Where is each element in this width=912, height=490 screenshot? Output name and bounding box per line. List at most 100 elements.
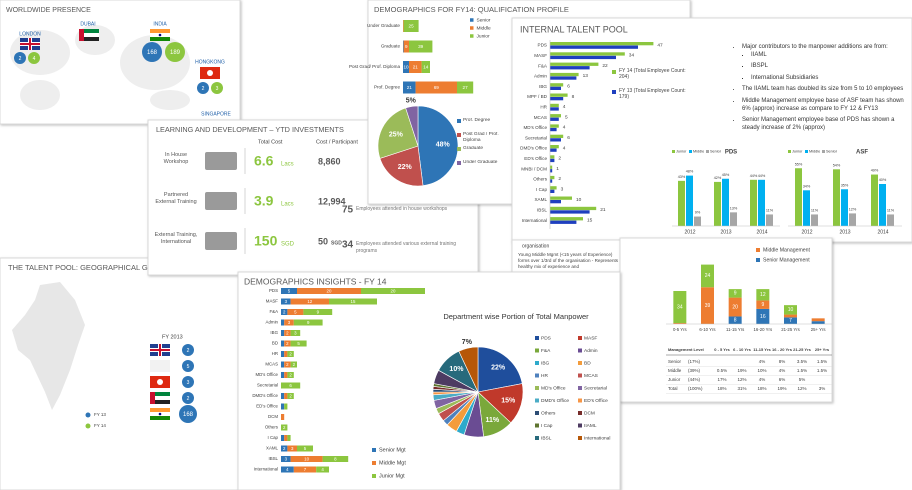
table-cell: 10% [757, 368, 766, 373]
table-cell: 4% [759, 377, 766, 382]
icon [205, 232, 237, 250]
legend-label: Senior Management [763, 257, 810, 263]
slice-label: 25% [389, 132, 404, 139]
category-label: I Cap [536, 187, 547, 192]
category-label: MASF [266, 299, 279, 304]
bar-value: 11% [887, 208, 895, 212]
bar [550, 83, 564, 87]
legend-label: Junior [477, 33, 490, 39]
bar-segment [287, 393, 294, 399]
bar-value: 14 [423, 65, 429, 70]
legend-label: Junior [792, 150, 803, 154]
bar-segment [728, 289, 742, 298]
map-land [20, 80, 60, 110]
bar-segment [756, 300, 770, 309]
bar-value: 2 [558, 156, 561, 162]
flag [150, 344, 170, 356]
total-unit: Lacs [281, 162, 294, 168]
bar-value: 3 [288, 320, 291, 325]
legend-swatch [756, 258, 760, 262]
bubble-label: 2 [187, 348, 190, 354]
bar-value: 15 [587, 217, 593, 223]
bar [550, 158, 555, 163]
bar-segment [701, 287, 714, 324]
legend-label-box: Under Graduate [463, 160, 497, 165]
category-label: MD's Office [523, 125, 547, 130]
bar-segment [728, 297, 742, 317]
legend-label: FY 13 (Total Employee Count: 179) [619, 88, 686, 100]
bar-value: 1 [556, 166, 559, 172]
x-tick-label: 25+ Yrs [811, 327, 826, 332]
bar-segment [329, 298, 377, 305]
category-label: XAML [266, 446, 279, 451]
bubble-label: 3 [216, 86, 219, 92]
bubble-label: 3 [187, 380, 190, 386]
sub-bullet: International Subsidiaries [751, 75, 904, 83]
legend-swatch [372, 461, 376, 465]
legend-label: Graduate [463, 146, 484, 151]
legend-swatch [578, 423, 582, 428]
category-label: F&A [269, 309, 278, 314]
bar-segment [297, 288, 361, 294]
bar-segment [284, 372, 288, 378]
legend-swatch [578, 386, 582, 390]
cost-per-participant: 8,860 [318, 156, 341, 166]
category-label: International [254, 467, 278, 472]
location-name: HONGKONG [195, 59, 225, 65]
bar-value: 54% [833, 163, 841, 167]
flag [79, 29, 99, 41]
flag-part [158, 412, 162, 416]
legend-label: FY 13 [94, 412, 106, 417]
legend-label: Secretarial [584, 385, 607, 391]
bar-segment [457, 81, 474, 94]
bar-value: 34% [803, 184, 811, 188]
bar-value: 43% [678, 175, 686, 179]
bar-segment [361, 288, 425, 294]
bar [550, 45, 638, 49]
legend-label: DCM [584, 410, 595, 416]
location-name: DUBAI [80, 21, 95, 27]
panel-title: DEMOGRAPHICS INSIGHTS - FY 14 [244, 276, 387, 286]
bar-value: 12% [849, 207, 857, 211]
bar-value: 27 [463, 85, 469, 90]
bar-segment [421, 61, 430, 73]
bar-segment [281, 309, 288, 315]
bar-value: 3 [285, 456, 288, 461]
bar-value: 10 [403, 65, 409, 70]
legend-swatch [578, 436, 582, 440]
table-cell: 19% [777, 386, 786, 391]
legend-label: Middle Mgt [379, 460, 406, 466]
slice-label: 22% [491, 365, 506, 372]
category-label: PDS [538, 43, 547, 48]
bar-segment [281, 466, 294, 473]
legend-swatch [457, 161, 461, 165]
x-tick-label: 2012 [684, 229, 695, 235]
bar-segment [284, 403, 288, 410]
bar-value: 44% [758, 174, 766, 178]
legend-swatch [689, 150, 692, 153]
bar-segment [403, 40, 409, 53]
bar-value: 7 [304, 467, 307, 472]
x-tick-label: 2014 [756, 229, 767, 235]
bar-segment [281, 456, 291, 462]
bubble [179, 405, 197, 423]
legend-label: IBG [541, 360, 550, 366]
table-cell: (17%) [688, 359, 701, 364]
legend-swatch [535, 411, 539, 415]
legend-label-box: FY 13 (Total Employee Count: 179) [619, 88, 686, 100]
total-unit: SGD [281, 242, 295, 248]
legend-label: Middle [809, 150, 820, 154]
bar-value: 2 [283, 446, 286, 451]
legend-swatch [85, 412, 91, 418]
bar-segment [284, 319, 294, 326]
note-text-box: Young Middle Mgmt (<15 years of Experien… [518, 252, 618, 269]
legend-swatch [822, 150, 825, 153]
category-label: MD's Office [256, 372, 279, 377]
bar-value: 2 [286, 330, 289, 335]
legend-label: I Cap [541, 423, 553, 429]
category-label: MCAS [534, 115, 547, 120]
bar-value: 21 [600, 207, 606, 213]
category-label: HR [540, 105, 547, 110]
bar [714, 181, 721, 226]
